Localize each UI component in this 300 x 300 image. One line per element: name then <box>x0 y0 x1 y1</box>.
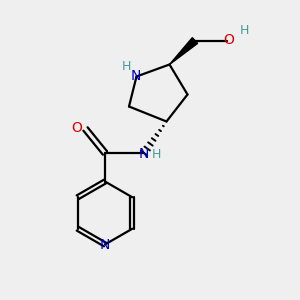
Polygon shape <box>169 38 198 64</box>
Text: N: N <box>100 238 110 252</box>
Text: H: H <box>240 23 249 37</box>
Text: H: H <box>121 59 131 73</box>
Text: O: O <box>72 122 83 135</box>
Text: H: H <box>152 148 161 161</box>
Text: O: O <box>224 33 234 47</box>
Text: N: N <box>138 148 148 161</box>
Text: N: N <box>131 69 141 83</box>
